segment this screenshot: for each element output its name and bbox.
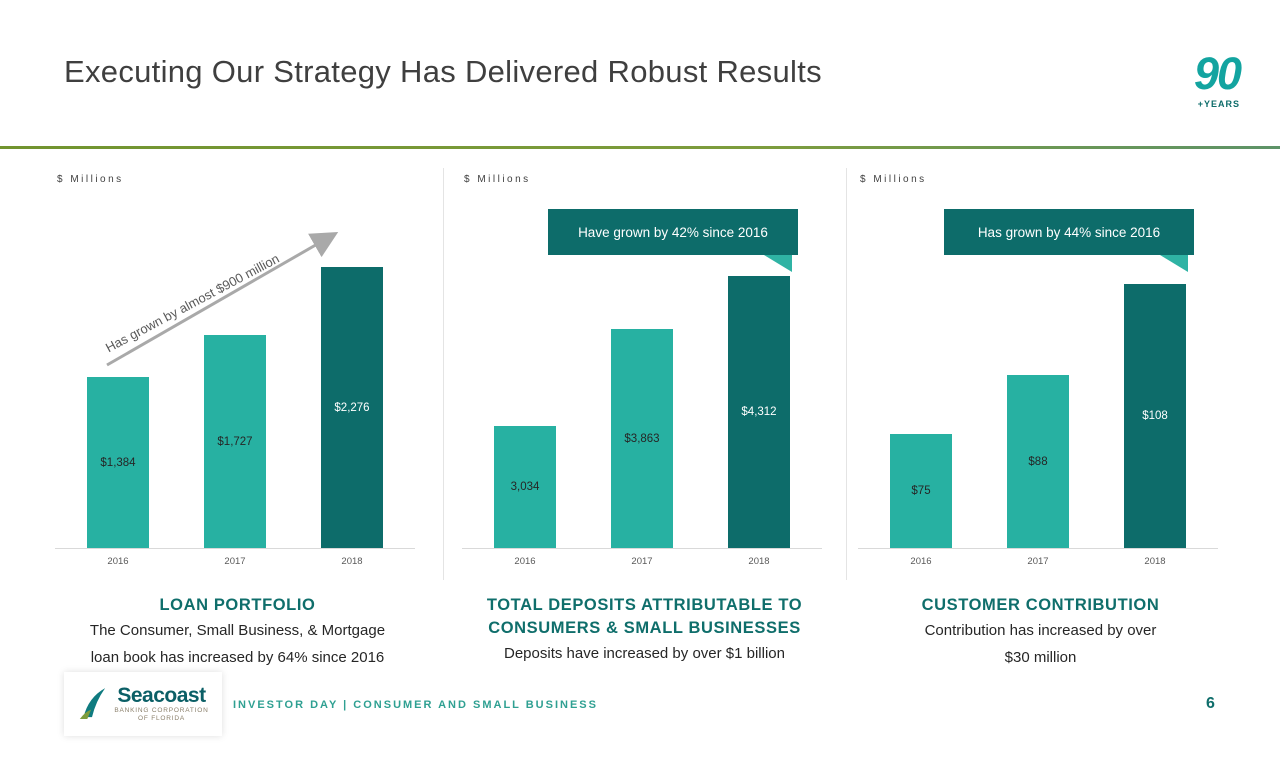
footer-text: INVESTOR DAY | CONSUMER AND SMALL BUSINE… [233, 699, 598, 711]
caption-title: TOTAL DEPOSITS ATTRIBUTABLE TO [486, 596, 803, 614]
brand-subtitle: OF FLORIDA [137, 715, 185, 722]
bar-2016: 3,034 [494, 426, 556, 548]
x-axis-label: 2017 [224, 556, 246, 567]
bar-value-label: $2,276 [334, 401, 370, 414]
growth-arrow-icon [106, 232, 339, 367]
bar-value-label: $3,863 [624, 432, 660, 445]
caption-body-line: Contribution has increased by over [924, 622, 1157, 639]
chart-caption: CUSTOMER CONTRIBUTION Contribution has i… [856, 594, 1226, 671]
caption-body-line: $30 million [1004, 649, 1077, 666]
bar-value-label: $4,312 [741, 406, 777, 418]
units-label: $ Millions [860, 174, 927, 185]
caption-body-line: The Consumer, Small Business, & Mortgage [89, 622, 386, 639]
ninety-years-logo: 90 +YEARS [1178, 48, 1242, 110]
x-axis-label: 2018 [748, 556, 770, 567]
x-axis-label: 2016 [910, 556, 932, 567]
bar-value-label: $108 [1142, 410, 1168, 422]
caption-title: CUSTOMER CONTRIBUTION [921, 596, 1160, 614]
units-label: $ Millions [57, 174, 124, 185]
bar-value-label: $1,384 [100, 456, 136, 469]
x-axis-label: 2018 [1144, 556, 1166, 567]
title-divider [0, 146, 1280, 149]
x-axis-labels: 2016 2017 2018 [462, 556, 822, 567]
page-title: Executing Our Strategy Has Delivered Rob… [64, 54, 822, 89]
bar-2017: $3,863 [611, 329, 673, 548]
chart-caption: TOTAL DEPOSITS ATTRIBUTABLE TO CONSUMERS… [460, 594, 830, 667]
x-axis-label: 2017 [631, 556, 653, 567]
ninety-years-logo-number: 90 [1193, 48, 1242, 99]
bar-value-label: $1,727 [217, 435, 253, 448]
panel-divider [443, 168, 444, 580]
brand-subtitle: BANKING CORPORATION [114, 707, 209, 714]
bar-2017: $88 [1007, 375, 1069, 548]
chart-caption: LOAN PORTFOLIO The Consumer, Small Busin… [53, 594, 423, 671]
growth-callout: Have grown by 42% since 2016 [548, 209, 798, 255]
bar-2016: $1,384 [87, 377, 149, 548]
caption-body-line: loan book has increased by 64% since 201… [90, 649, 385, 666]
bar-chart-loan-portfolio: $1,384 $1,727 $2,276 [55, 249, 415, 549]
x-axis-label: 2016 [107, 556, 129, 567]
x-axis-labels: 2016 2017 2018 [55, 556, 415, 567]
bar-2018: $2,276 [321, 267, 383, 548]
chart-panel-customer-contribution: $ Millions Has grown by 44% since 2016 $… [858, 170, 1223, 730]
x-axis-label: 2016 [514, 556, 536, 567]
ninety-years-logo-caption: +YEARS [1197, 99, 1240, 109]
caption-title: LOAN PORTFOLIO [159, 596, 316, 614]
brand-name: Seacoast [117, 684, 206, 707]
units-label: $ Millions [464, 174, 531, 185]
x-axis-labels: 2016 2017 2018 [858, 556, 1218, 567]
bar-2018: $4,312 [728, 276, 790, 548]
page-number: 6 [1206, 695, 1215, 712]
brand-text: Seacoast BANKING CORPORATION OF FLORIDA [114, 685, 208, 723]
bar-chart-total-deposits: 3,034 $3,863 $4,312 [462, 249, 822, 549]
bar-value-label: $88 [1028, 455, 1048, 468]
caption-title: CONSUMERS & SMALL BUSINESSES [488, 619, 801, 637]
chart-panel-loan-portfolio: $ Millions Has grown by almost $900 mill… [55, 170, 420, 730]
bar-chart-customer-contribution: $75 $88 $108 [858, 249, 1218, 549]
panel-divider [846, 168, 847, 580]
bar-value-label: $75 [911, 485, 931, 497]
growth-callout: Has grown by 44% since 2016 [944, 209, 1194, 255]
bar-value-label: 3,034 [510, 481, 540, 493]
chart-panel-total-deposits: $ Millions Have grown by 42% since 2016 … [462, 170, 827, 730]
bar-2016: $75 [890, 434, 952, 548]
x-axis-label: 2017 [1027, 556, 1049, 567]
seacoast-logo: Seacoast BANKING CORPORATION OF FLORIDA [64, 672, 222, 736]
caption-body-line: Deposits have increased by over $1 billi… [504, 645, 785, 662]
sail-icon [80, 688, 106, 719]
bar-2018: $108 [1124, 284, 1186, 548]
x-axis-label: 2018 [341, 556, 363, 567]
bar-2017: $1,727 [204, 335, 266, 548]
